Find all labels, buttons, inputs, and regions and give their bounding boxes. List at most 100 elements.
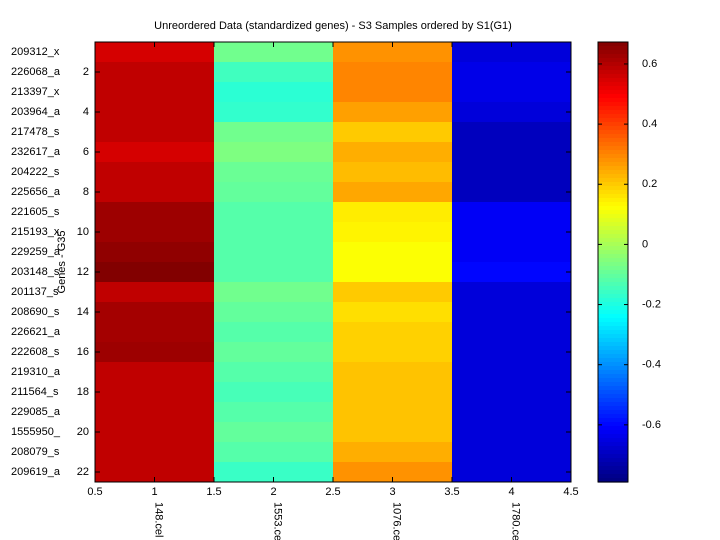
- heatmap-cell: [333, 182, 452, 202]
- heatmap-cell: [452, 82, 571, 102]
- heatmap-cell: [214, 282, 333, 302]
- row-label: 209619_a: [11, 466, 61, 478]
- colorbar-tick-label: 0: [642, 238, 648, 250]
- heatmap-cell: [214, 422, 333, 442]
- heatmap-cell: [333, 162, 452, 182]
- row-label: 221605_s: [11, 206, 60, 218]
- y-axis-label: Genes - G35: [56, 231, 68, 294]
- column-label: 1780.cel: [510, 502, 522, 540]
- colorbar-segment: [598, 282, 628, 287]
- colorbar-segment: [598, 62, 628, 67]
- colorbar-segment: [598, 314, 628, 319]
- y-tick-label: 14: [77, 306, 89, 318]
- colorbar-segment: [598, 254, 628, 259]
- colorbar-segment: [598, 178, 628, 183]
- heatmap-cell: [95, 202, 214, 222]
- heatmap-cell: [452, 142, 571, 162]
- heatmap-cell: [214, 462, 333, 482]
- heatmap-cell: [333, 382, 452, 402]
- heatmap-cell: [214, 442, 333, 462]
- colorbar-segment: [598, 102, 628, 107]
- colorbar-frame: [597, 41, 629, 483]
- colorbar-segment: [598, 270, 628, 275]
- y-tick-label: 10: [77, 226, 89, 238]
- y-tick-label: 18: [77, 386, 89, 398]
- colorbar-segment: [598, 334, 628, 339]
- heatmap-cell: [452, 42, 571, 62]
- heatmap-cell: [95, 102, 214, 122]
- colorbar-segment: [598, 146, 628, 151]
- colorbar-tick-label: 0.6: [642, 58, 657, 70]
- colorbar-segment: [598, 234, 628, 239]
- colorbar-segment: [598, 162, 628, 167]
- colorbar-segment: [598, 182, 628, 187]
- column-label: 1076.cel: [391, 502, 403, 540]
- heatmap-cell: [214, 342, 333, 362]
- colorbar-segment: [598, 426, 628, 431]
- colorbar-segment: [598, 318, 628, 323]
- colorbar-segment: [598, 246, 628, 251]
- colorbar-segment: [598, 410, 628, 415]
- heatmap-cell: [333, 262, 452, 282]
- colorbar-tick-label: -0.4: [642, 359, 661, 371]
- colorbar-tick-label: -0.2: [642, 298, 661, 310]
- x-tick-label: 4: [508, 486, 514, 498]
- row-label: 219310_a: [11, 366, 61, 378]
- colorbar-segment: [598, 402, 628, 407]
- heatmap-cell: [214, 102, 333, 122]
- x-tick-label: 3.5: [444, 486, 459, 498]
- colorbar-segment: [598, 442, 628, 447]
- heatmap-cell: [214, 202, 333, 222]
- heatmap-cell: [214, 62, 333, 82]
- colorbar-segment: [598, 294, 628, 299]
- heatmap-cell: [452, 162, 571, 182]
- colorbar-segment: [598, 158, 628, 163]
- colorbar-segment: [598, 238, 628, 243]
- heatmap-cell: [452, 262, 571, 282]
- heatmap-cell: [333, 82, 452, 102]
- colorbar-segment: [598, 66, 628, 71]
- row-label: 203964_a: [11, 106, 61, 118]
- heatmap-cell: [214, 42, 333, 62]
- y-tick-label: 4: [83, 106, 89, 118]
- heatmap-cell: [452, 102, 571, 122]
- heatmap-cell: [95, 222, 214, 242]
- heatmap-cell: [95, 142, 214, 162]
- row-label: 208690_s: [11, 306, 60, 318]
- heatmap-cell: [95, 362, 214, 382]
- heatmap-cell: [333, 242, 452, 262]
- colorbar-segment: [598, 126, 628, 131]
- colorbar-segment: [598, 122, 628, 127]
- heatmap-cell: [452, 302, 571, 322]
- heatmap-cell: [214, 122, 333, 142]
- heatmap-cell: [333, 102, 452, 122]
- heatmap-cell: [95, 382, 214, 402]
- row-label: 1555950_: [11, 426, 61, 438]
- colorbar-segment: [598, 474, 628, 479]
- heatmap-cell: [452, 62, 571, 82]
- colorbar-segment: [598, 54, 628, 59]
- colorbar-segment: [598, 422, 628, 427]
- heatmap-cell: [95, 162, 214, 182]
- y-tick-label: 16: [77, 346, 89, 358]
- colorbar-segment: [598, 46, 628, 51]
- colorbar-segment: [598, 394, 628, 399]
- heatmap-cell: [333, 202, 452, 222]
- row-label: 229259_a: [11, 246, 61, 258]
- heatmap-cell: [333, 122, 452, 142]
- colorbar-segment: [598, 118, 628, 123]
- heatmap-cell: [95, 42, 214, 62]
- colorbar-segment: [598, 438, 628, 443]
- heatmap-cell: [95, 182, 214, 202]
- colorbar-segment: [598, 266, 628, 271]
- colorbar-segment: [598, 362, 628, 367]
- heatmap-cell: [452, 402, 571, 422]
- y-tick-label: 6: [83, 146, 89, 158]
- colorbar-segment: [598, 170, 628, 175]
- heatmap-cell: [214, 142, 333, 162]
- colorbar-segment: [598, 390, 628, 395]
- colorbar-tick-label: -0.6: [642, 419, 661, 431]
- row-label: 225656_a: [11, 186, 61, 198]
- colorbar-segment: [598, 250, 628, 255]
- colorbar-segment: [598, 258, 628, 263]
